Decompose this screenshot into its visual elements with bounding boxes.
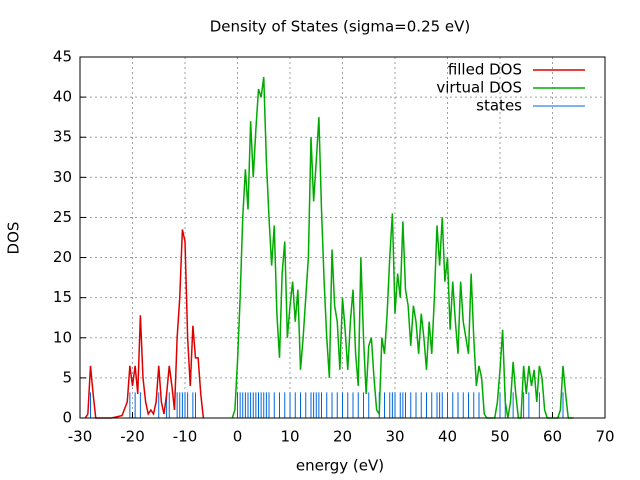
dos-line [84,229,205,419]
x-tick-label: 20 [333,428,352,446]
y-tick-label: 0 [62,409,72,427]
y-tick-label: 20 [53,248,72,266]
x-tick-label: -20 [120,428,145,446]
y-tick-label: 10 [53,328,72,346]
x-tick-label: 30 [385,428,404,446]
x-tick-label: 10 [280,428,299,446]
x-tick-label: 50 [490,428,509,446]
x-tick-label: -10 [173,428,198,446]
y-axis-label: DOS [5,222,23,255]
x-axis-label: energy (eV) [296,457,384,475]
x-tick-label: 60 [543,428,562,446]
y-tick-label: 30 [53,168,72,186]
x-tick-label: 70 [595,428,614,446]
y-tick-label: 5 [62,368,72,386]
y-tick-label: 45 [53,48,72,66]
legend-label: virtual DOS [436,79,522,97]
y-tick-label: 35 [53,128,72,146]
x-tick-label: 0 [233,428,243,446]
y-tick-label: 15 [53,288,72,306]
legend-label: states [476,97,522,115]
x-tick-label: 40 [438,428,457,446]
y-tick-label: 25 [53,208,72,226]
dos-line [231,76,574,419]
chart-title: Density of States (sigma=0.25 eV) [210,18,471,36]
y-tick-label: 40 [53,88,72,106]
legend-label: filled DOS [448,61,522,79]
plot-border [79,56,606,419]
x-tick-label: -30 [68,428,93,446]
